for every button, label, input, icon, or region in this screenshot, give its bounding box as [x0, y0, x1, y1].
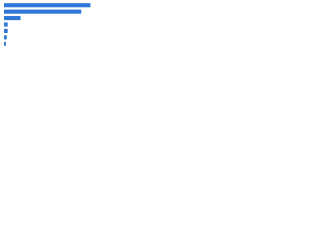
bar: [4, 35, 7, 40]
bar: [4, 41, 6, 46]
bar: [4, 9, 82, 14]
bar: [4, 28, 8, 33]
page: {"chart_data": {"type": "bar", "orientat…: [0, 0, 100, 71]
bar: [4, 3, 91, 8]
bar: [4, 22, 8, 27]
chart: [4, 3, 91, 46]
bar: [4, 16, 21, 21]
